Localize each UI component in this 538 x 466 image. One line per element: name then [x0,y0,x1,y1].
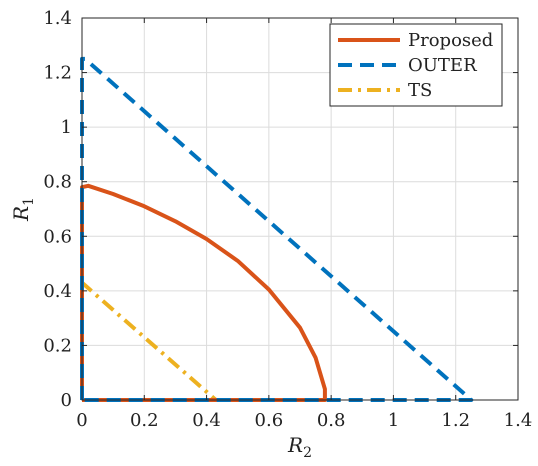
x-tick-label: 0.6 [255,410,284,431]
y-tick-label: 1 [61,117,72,138]
x-axis-label-subscript: 2 [303,445,312,461]
legend-label-proposed: Proposed [408,30,493,51]
legend: Proposed OUTER TS [330,24,502,106]
x-tick-label: 0.2 [130,410,159,431]
y-tick-label: 1.2 [43,63,72,84]
y-tick-label: 0.8 [43,172,72,193]
y-tick-label: 1.4 [43,8,72,29]
x-tick-label: 1.4 [504,410,533,431]
legend-label-ts: TS [408,80,432,101]
x-tick-label: 0 [76,410,87,431]
x-tick-label: 1.2 [441,410,470,431]
y-axis-label-main: R [9,206,33,222]
y-tick-label: 0.2 [43,335,72,356]
x-axis-label-main: R [287,433,303,457]
x-tick-label: 0.8 [317,410,346,431]
y-tick-label: 0 [61,390,72,411]
legend-label-outer: OUTER [408,55,477,76]
y-axis-label-subscript: 1 [21,197,37,206]
y-tick-label: 0.4 [43,281,72,302]
y-tick-label: 0.6 [43,226,72,247]
x-tick-label: 1 [388,410,399,431]
x-tick-label: 0.4 [192,410,221,431]
